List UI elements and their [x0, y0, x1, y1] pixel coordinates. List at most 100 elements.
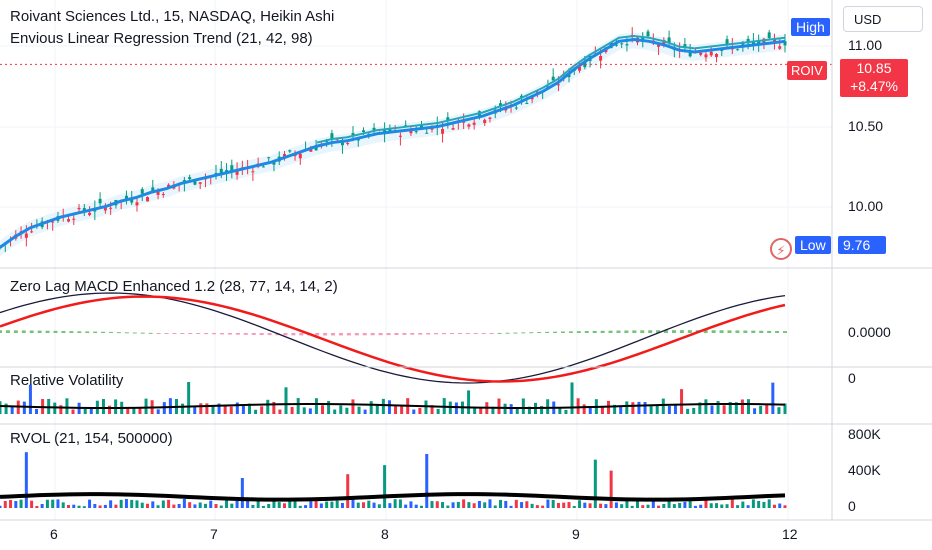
price-tick-label: 10.50 [848, 118, 884, 134]
macd-histogram-bar [164, 333, 169, 334]
volatility-bar [564, 409, 568, 414]
last-price: 10.85 [856, 60, 892, 76]
macd-pane-title[interactable]: Zero Lag MACD Enhanced 1.2 (28, 77, 14, … [10, 278, 338, 295]
volatility-bar [716, 401, 720, 414]
candle-body [251, 171, 255, 173]
rvol-bar [177, 503, 181, 508]
candle-body [24, 233, 28, 238]
indicator-title[interactable]: Envious Linear Regression Trend (21, 42,… [10, 30, 313, 47]
rvol-bar [514, 499, 518, 508]
rvol-bar [130, 499, 134, 508]
macd-histogram-bar [283, 333, 288, 336]
trend-upper-line [316, 34, 786, 144]
macd-histogram-bar [291, 333, 296, 336]
macd-histogram-bar [775, 330, 780, 333]
volatility-bar [753, 408, 757, 414]
macd-histogram-bar [0, 330, 2, 333]
macd-histogram-bar [664, 330, 669, 333]
rvol-bar [45, 499, 49, 508]
volatility-bar [655, 404, 659, 414]
rvol-bar [404, 504, 408, 508]
rvol-bar [261, 505, 265, 508]
macd-histogram-bar [331, 333, 336, 336]
candle-body [351, 133, 355, 135]
candle-body [662, 39, 666, 45]
lightning-icon[interactable]: ⚡ [770, 238, 792, 260]
macd-histogram-bar [759, 330, 764, 333]
macd-histogram-bar [227, 333, 232, 335]
volatility-line [0, 402, 786, 409]
candle-body [325, 140, 329, 142]
volatility-bar [740, 399, 744, 414]
candle-body [130, 198, 134, 203]
trend-line [0, 38, 786, 249]
candle-body [709, 51, 713, 56]
volatility-bar [546, 399, 550, 414]
rvol-pane-title[interactable]: RVOL (21, 154, 500000) [10, 430, 173, 447]
volatility-bar [302, 407, 306, 414]
volatility-bar [266, 399, 270, 414]
rvol-bar [246, 499, 250, 508]
candle-body [451, 128, 455, 130]
candle-body [372, 127, 376, 131]
candle-body [704, 54, 708, 58]
volatility-pane-title[interactable]: Relative Volatility [10, 372, 124, 389]
volatility-bar [369, 401, 373, 414]
candle-body [620, 43, 624, 45]
candle-body [625, 44, 629, 46]
x-tick-label: 9 [572, 526, 580, 542]
candle-body [446, 117, 450, 121]
rvol-bar [214, 504, 218, 508]
rvol-bar [319, 503, 323, 508]
rvol-bar [567, 502, 571, 508]
volatility-bar [181, 403, 185, 414]
macd-histogram-bar [767, 330, 772, 333]
rvol-bar [362, 502, 366, 508]
rvol-bar [156, 505, 160, 508]
macd-histogram-bar [338, 333, 343, 336]
macd-histogram-bar [370, 333, 375, 336]
macd-histogram-bar [378, 333, 383, 336]
macd-histogram-bar [109, 331, 114, 333]
candle-body [667, 37, 671, 44]
macd-histogram-bar [243, 333, 248, 335]
candle-body [419, 125, 423, 128]
volatility-bar [473, 407, 477, 414]
macd-histogram-bar [116, 332, 121, 334]
macd-histogram-bar [727, 330, 732, 333]
candle-body [346, 143, 350, 145]
rvol-bar [572, 505, 576, 508]
macd-histogram-bar [648, 330, 653, 333]
rvol-bar [367, 500, 371, 508]
candle-body [356, 139, 360, 141]
macd-histogram-bar [457, 333, 462, 334]
rvol-bar [51, 499, 55, 508]
rvol-bar [82, 506, 86, 508]
volatility-bar [777, 407, 781, 414]
volatility-bar [381, 398, 385, 414]
x-tick-label: 12 [782, 526, 798, 542]
rvol-bar [340, 502, 344, 508]
x-tick-label: 6 [50, 526, 58, 542]
macd-histogram-bar [394, 333, 399, 335]
candle-body [720, 49, 724, 51]
volatility-bar [746, 399, 750, 414]
macd-histogram-bar [576, 331, 581, 333]
rvol-bar [119, 499, 123, 508]
rvol-bar [456, 501, 460, 508]
candle-body [715, 53, 719, 58]
volatility-bar [126, 407, 130, 414]
rvol-bar [414, 504, 418, 508]
macd-histogram-bar [93, 331, 98, 333]
candle-body [140, 189, 144, 194]
currency-button[interactable]: USD [843, 6, 923, 32]
rvol-bar [620, 504, 624, 508]
macd-histogram-bar [299, 333, 304, 336]
volatility-bar [260, 406, 264, 414]
macd-histogram-bar [679, 330, 684, 333]
volatility-bar [576, 398, 580, 414]
volatility-bar [619, 405, 623, 414]
macd-histogram-bar [426, 333, 431, 335]
rvol-bar [219, 505, 223, 508]
macd-histogram-bar [505, 332, 510, 334]
